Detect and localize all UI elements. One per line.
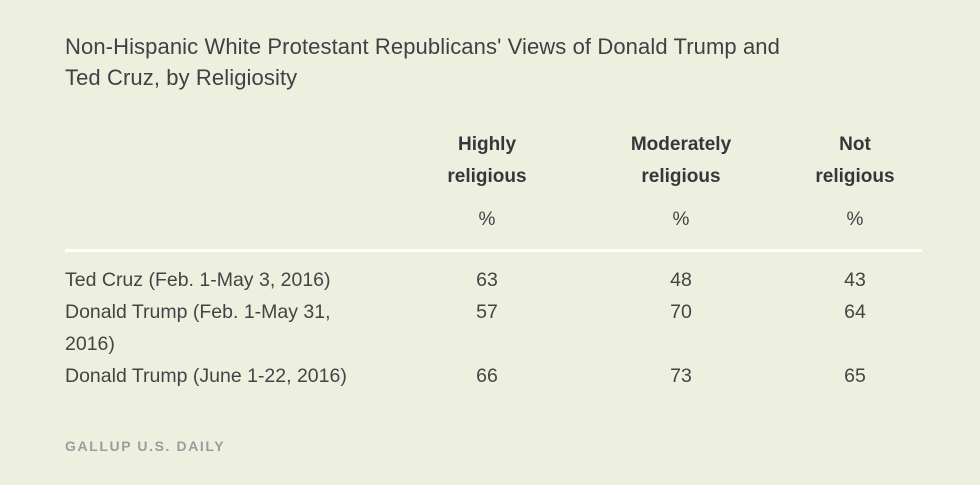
row-value-highly: 63 xyxy=(476,269,498,291)
row-label: Ted Cruz (Feb. 1-May 3, 2016) xyxy=(65,269,331,291)
header-spacer xyxy=(65,129,400,193)
table-row-ted-cruz: Ted Cruz (Feb. 1-May 3, 2016) 63 48 43 xyxy=(65,264,922,296)
row-label: Donald Trump (Feb. 1-May 31, 2016) xyxy=(65,301,331,355)
chart-title: Non-Hispanic White Protestant Republican… xyxy=(65,34,780,90)
table-row-donald-trump-feb: Donald Trump (Feb. 1-May 31, 2016) 57 70… xyxy=(65,296,922,360)
unit-label-highly: % xyxy=(478,209,496,230)
unit-label-moderately: % xyxy=(672,209,690,230)
unit-spacer xyxy=(65,205,400,235)
row-value-highly: 66 xyxy=(476,365,498,387)
row-value-moderately: 73 xyxy=(670,365,692,387)
column-header-highly-religious: Highly religious xyxy=(447,134,527,187)
row-value-not: 43 xyxy=(844,269,866,291)
column-header-moderately-religious: Moderately religious xyxy=(630,134,732,187)
table-row-donald-trump-june: Donald Trump (June 1-22, 2016) 66 73 65 xyxy=(65,360,922,392)
row-label: Donald Trump (June 1-22, 2016) xyxy=(65,365,347,387)
row-value-not: 65 xyxy=(844,365,866,387)
source-attribution: GALLUP U.S. DAILY xyxy=(65,438,226,454)
row-value-not: 64 xyxy=(844,301,866,323)
table-body: Ted Cruz (Feb. 1-May 3, 2016) 63 48 43 D… xyxy=(65,264,922,392)
column-header-not-religious: Not religious xyxy=(815,134,895,187)
unit-label-not: % xyxy=(846,209,864,230)
header-divider-rule xyxy=(65,249,922,252)
table-header-row: Highly religious Moderately religious No… xyxy=(65,129,922,193)
row-value-moderately: 48 xyxy=(670,269,692,291)
row-value-moderately: 70 xyxy=(670,301,692,323)
row-value-highly: 57 xyxy=(476,301,498,323)
table-unit-row: % % % xyxy=(65,205,922,235)
